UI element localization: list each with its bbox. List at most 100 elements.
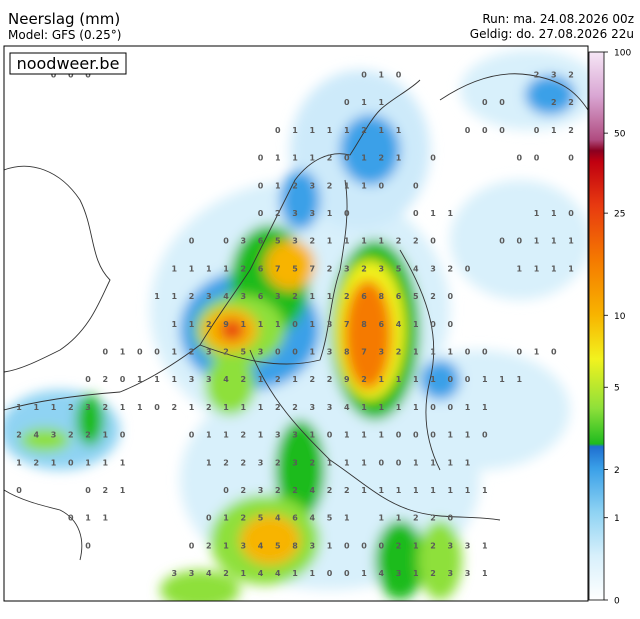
grid-value: 0 <box>447 320 453 329</box>
grid-value: 1 <box>551 126 557 135</box>
coast-north <box>439 73 588 111</box>
grid-value: 2 <box>361 264 367 273</box>
grid-value: 4 <box>396 320 402 329</box>
grid-value: 1 <box>447 431 453 440</box>
grid-value: 1 <box>137 375 143 384</box>
grid-value: 2 <box>275 403 281 412</box>
grid-value: 7 <box>275 264 281 273</box>
grid-value: 0 <box>85 541 91 550</box>
grid-value: 3 <box>85 403 91 412</box>
grid-value: 0 <box>361 71 367 80</box>
grid-value: 1 <box>327 209 333 218</box>
grid-value: 1 <box>309 320 315 329</box>
grid-value: 1 <box>361 154 367 163</box>
grid-value: 0 <box>516 154 522 163</box>
grid-value: 4 <box>413 264 419 273</box>
grid-value: 1 <box>396 126 402 135</box>
grid-value: 5 <box>327 514 333 523</box>
grid-value: 2 <box>223 458 229 467</box>
grid-value: 2 <box>568 126 574 135</box>
grid-value: 2 <box>447 264 453 273</box>
grid-value: 1 <box>482 403 488 412</box>
grid-value: 3 <box>309 403 315 412</box>
grid-value: 1 <box>258 320 264 329</box>
grid-value: 1 <box>171 264 177 273</box>
grid-value: 0 <box>413 431 419 440</box>
grid-value: 0 <box>189 541 195 550</box>
grid-value: 3 <box>292 237 298 246</box>
grid-value: 1 <box>413 348 419 357</box>
colorbar <box>588 51 605 601</box>
grid-value: 1 <box>240 320 246 329</box>
grid-value: 0 <box>465 375 471 384</box>
grid-value: 2 <box>292 403 298 412</box>
grid-value: 0 <box>68 514 74 523</box>
grid-value: 2 <box>309 375 315 384</box>
grid-value: 2 <box>396 541 402 550</box>
grid-value: 0 <box>465 264 471 273</box>
grid-value: 1 <box>430 348 436 357</box>
grid-value: 3 <box>275 292 281 301</box>
grid-value: 2 <box>33 458 39 467</box>
grid-value: 1 <box>344 458 350 467</box>
grid-value: 4 <box>275 514 281 523</box>
grid-value: 1 <box>189 403 195 412</box>
grid-value: 1 <box>258 431 264 440</box>
grid-value: 0 <box>154 348 160 357</box>
colorbar-label: 1 <box>614 514 620 524</box>
grid-value: 0 <box>154 403 160 412</box>
grid-value: 1 <box>516 375 522 384</box>
grid-value: 1 <box>551 237 557 246</box>
grid-value: 1 <box>568 264 574 273</box>
grid-value: 5 <box>275 541 281 550</box>
grid-value: 3 <box>51 431 57 440</box>
grid-value: 1 <box>413 569 419 578</box>
grid-value: 0 <box>447 375 453 384</box>
grid-value: 3 <box>206 292 212 301</box>
grid-value: 2 <box>68 403 74 412</box>
grid-value: 2 <box>206 541 212 550</box>
grid-value: 2 <box>206 320 212 329</box>
grid-value: 2 <box>102 375 108 384</box>
grid-value: 0 <box>68 458 74 467</box>
grid-value: 1 <box>361 98 367 107</box>
grid-value: 0 <box>499 237 505 246</box>
grid-value: 6 <box>292 514 298 523</box>
grid-value: 1 <box>516 264 522 273</box>
grid-value: 0 <box>258 209 264 218</box>
grid-value: 2 <box>171 403 177 412</box>
grid-value: 6 <box>258 264 264 273</box>
grid-value: 1 <box>275 320 281 329</box>
grid-value: 3 <box>309 541 315 550</box>
grid-value: 1 <box>361 486 367 495</box>
grid-value: 2 <box>430 292 436 301</box>
grid-value: 1 <box>16 458 22 467</box>
border-de-cz <box>399 249 441 471</box>
grid-value: 3 <box>292 431 298 440</box>
grid-value: 1 <box>430 375 436 384</box>
grid-value: 0 <box>516 237 522 246</box>
grid-value: 4 <box>378 569 384 578</box>
coast-brittany <box>4 489 83 561</box>
grid-value: 2 <box>240 375 246 384</box>
grid-value: 1 <box>240 403 246 412</box>
grid-value: 0 <box>396 71 402 80</box>
grid-value: 0 <box>551 348 557 357</box>
grid-value: 2 <box>413 237 419 246</box>
grid-value: 2 <box>327 154 333 163</box>
grid-value: 1 <box>102 514 108 523</box>
grid-value: 2 <box>378 154 384 163</box>
grid-value: 0 <box>120 431 126 440</box>
grid-value: 3 <box>189 375 195 384</box>
colorbar-label: 5 <box>614 384 620 394</box>
grid-value: 1 <box>534 209 540 218</box>
grid-value: 2 <box>396 348 402 357</box>
grid-value: 2 <box>275 486 281 495</box>
grid-value: 2 <box>361 126 367 135</box>
grid-value: 2 <box>309 237 315 246</box>
grid-value: 0 <box>51 71 57 80</box>
grid-value: 2 <box>396 237 402 246</box>
grid-value: 0 <box>189 431 195 440</box>
